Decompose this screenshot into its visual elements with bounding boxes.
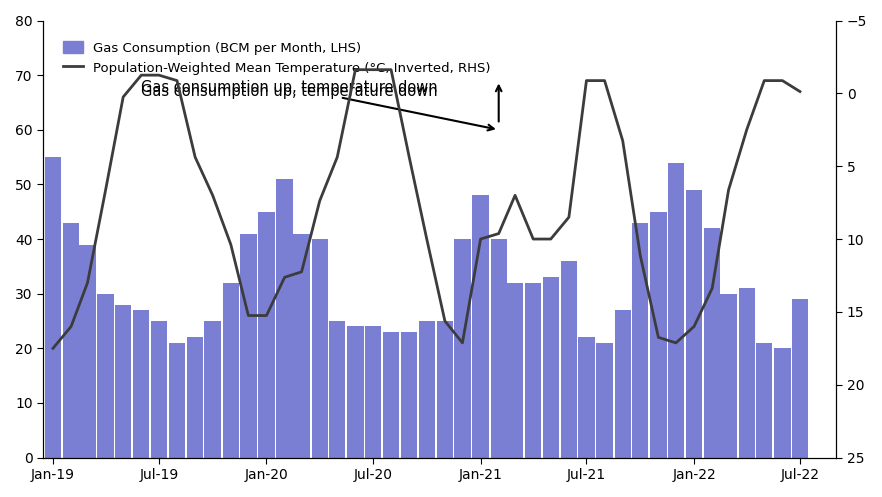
Bar xyxy=(507,283,523,458)
Bar xyxy=(437,321,453,458)
Bar xyxy=(419,321,435,458)
Bar xyxy=(686,190,702,458)
Bar xyxy=(115,305,131,458)
Bar xyxy=(738,288,755,458)
Bar xyxy=(668,163,684,458)
Bar xyxy=(454,239,471,458)
Text: Gas consumption up, temperature down: Gas consumption up, temperature down xyxy=(141,80,494,130)
Bar xyxy=(97,294,114,458)
Bar xyxy=(79,245,95,458)
Bar xyxy=(756,343,773,458)
Bar xyxy=(542,277,559,458)
Bar xyxy=(365,327,381,458)
Bar xyxy=(45,157,61,458)
Bar xyxy=(151,321,167,458)
Bar xyxy=(348,327,363,458)
Bar xyxy=(329,321,346,458)
Bar xyxy=(792,299,808,458)
Legend: Gas Consumption (BCM per Month, LHS), Population-Weighted Mean Temperature (°C, : Gas Consumption (BCM per Month, LHS), Po… xyxy=(57,36,496,80)
Bar xyxy=(774,348,790,458)
Bar xyxy=(383,332,400,458)
Bar xyxy=(276,179,293,458)
Bar xyxy=(401,332,417,458)
Bar xyxy=(561,261,577,458)
Bar xyxy=(490,239,507,458)
Bar xyxy=(473,195,489,458)
Bar xyxy=(596,343,613,458)
Bar xyxy=(222,283,239,458)
Bar xyxy=(133,310,150,458)
Bar xyxy=(525,283,542,458)
Bar xyxy=(240,234,257,458)
Bar xyxy=(650,212,667,458)
Bar xyxy=(63,223,79,458)
Bar xyxy=(168,343,185,458)
Bar xyxy=(615,310,631,458)
Bar xyxy=(187,337,204,458)
Text: Gas consumption up, temperature down: Gas consumption up, temperature down xyxy=(141,84,438,99)
Bar xyxy=(205,321,220,458)
Bar xyxy=(258,212,274,458)
Bar xyxy=(704,228,721,458)
Bar xyxy=(721,294,736,458)
Bar xyxy=(311,239,328,458)
Bar xyxy=(579,337,594,458)
Bar xyxy=(294,234,310,458)
Bar xyxy=(632,223,648,458)
